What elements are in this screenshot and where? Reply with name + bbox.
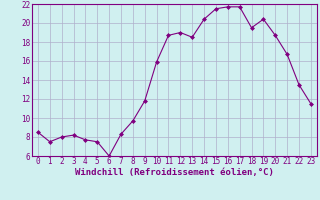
X-axis label: Windchill (Refroidissement éolien,°C): Windchill (Refroidissement éolien,°C) bbox=[75, 168, 274, 177]
